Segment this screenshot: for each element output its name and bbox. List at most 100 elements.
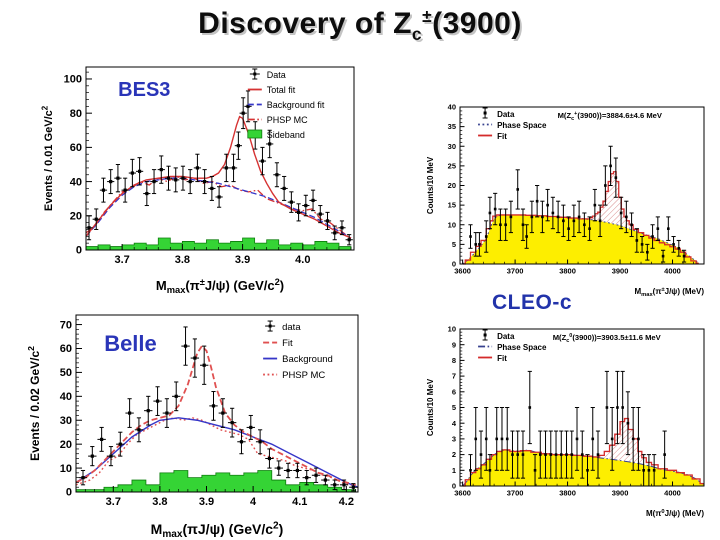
svg-text:5: 5 xyxy=(452,403,456,412)
bes3-y-axis-title: Events / 0.01 GeV/c2 xyxy=(41,105,55,211)
cleo-neutral-chart-panel: 3600 3700 3800 3900 4000 0 1 2 3 4 5 6 7 8 9 10 M(π0J/ψ)… xyxy=(424,321,712,520)
belle-chart-panel: 3.7 3.8 3.9 4 4.1 4.2 0 10 20 30 40 50 60 70 Mmax(πJ/ψ… xyxy=(26,307,364,540)
bes3-x-axis: 3.7 3.8 3.9 4.0 xyxy=(85,244,352,266)
data-points xyxy=(85,90,353,246)
bes3-x-axis-title: Mmax(π±J/ψ) (GeV/c2) xyxy=(156,277,284,294)
svg-text:4.2: 4.2 xyxy=(339,496,354,508)
svg-text:3600: 3600 xyxy=(454,489,471,498)
belle-legend: data Fit Background PHSP MC xyxy=(263,320,333,381)
slide-title: Discovery of Zc±(3900) xyxy=(198,6,522,44)
svg-text:15: 15 xyxy=(448,201,456,210)
svg-text:3700: 3700 xyxy=(507,267,524,276)
signal-hatch xyxy=(596,418,647,464)
svg-text:0: 0 xyxy=(452,260,456,269)
svg-text:8: 8 xyxy=(452,356,456,365)
bes3-chart-panel: 3.7 3.8 3.9 4.0 0 20 40 60 80 100 Mmax(π±J/ψ) (GeV… xyxy=(40,57,362,295)
cleo-charged-x-axis: 3600 3700 3800 3900 4000 xyxy=(454,259,705,276)
svg-text:Data: Data xyxy=(497,110,515,119)
cleo-charged-svg: 3600 3700 3800 3900 4000 0 5 10 15 20 25 30 35 40 Mmax… xyxy=(426,103,705,298)
svg-text:70: 70 xyxy=(60,319,72,331)
svg-text:Fit: Fit xyxy=(497,354,507,363)
svg-text:40: 40 xyxy=(60,391,72,403)
bes3-frame xyxy=(85,66,355,251)
cleo-neutral-y-axis: 0 1 2 3 4 5 6 7 8 9 10 xyxy=(448,325,465,491)
cleo-neutral-y-axis-title: Counts/10 MeV xyxy=(426,378,435,436)
cleo-charged-y-axis: 0 5 10 15 20 25 30 35 40 xyxy=(448,103,465,269)
svg-text:20: 20 xyxy=(448,181,456,190)
total-fit xyxy=(85,115,352,239)
svg-text:40: 40 xyxy=(70,176,82,188)
bes3-experiment-label: BES3 xyxy=(118,79,170,101)
svg-text:4.1: 4.1 xyxy=(292,496,307,508)
cleo-charged-y-axis-title: Counts/10 MeV xyxy=(426,156,435,214)
svg-text:3600: 3600 xyxy=(454,267,471,276)
svg-text:3800: 3800 xyxy=(559,489,576,498)
svg-text:2: 2 xyxy=(452,450,456,459)
data-points xyxy=(468,145,687,263)
svg-text:Fit: Fit xyxy=(282,338,293,349)
cleo-charged-mass-annotation: M(Zc+(3900))=3884.6±4.6 MeV xyxy=(558,111,663,122)
svg-text:3.8: 3.8 xyxy=(152,496,167,508)
svg-text:4000: 4000 xyxy=(664,267,681,276)
data-points xyxy=(78,326,358,492)
svg-text:3800: 3800 xyxy=(559,267,576,276)
svg-text:5: 5 xyxy=(452,240,456,249)
svg-text:0: 0 xyxy=(66,487,72,499)
svg-text:PHSP MC: PHSP MC xyxy=(282,370,325,381)
svg-text:4: 4 xyxy=(452,419,457,428)
svg-text:6: 6 xyxy=(452,387,456,396)
bes3-legend: Data Total fit Background fit PHSP MC Sideba… xyxy=(247,68,325,140)
svg-text:80: 80 xyxy=(70,108,82,120)
sideband xyxy=(85,237,352,251)
svg-text:4: 4 xyxy=(250,496,257,508)
svg-text:data: data xyxy=(282,322,301,333)
cleo-c-label: CLEO-c xyxy=(492,291,573,314)
svg-text:3900: 3900 xyxy=(612,489,629,498)
svg-text:10: 10 xyxy=(60,463,72,475)
svg-text:0: 0 xyxy=(76,245,82,257)
bes3-series xyxy=(85,90,353,251)
svg-text:7: 7 xyxy=(452,372,456,381)
cleo-neutral-series xyxy=(462,370,705,487)
bes3-svg: 3.7 3.8 3.9 4.0 0 20 40 60 80 100 Mmax(π±J/ψ) (GeV… xyxy=(41,66,355,295)
svg-text:60: 60 xyxy=(70,142,82,154)
svg-text:PHSP MC: PHSP MC xyxy=(267,115,308,125)
signal-hatch xyxy=(588,171,644,234)
svg-text:10: 10 xyxy=(448,220,456,229)
svg-text:3.7: 3.7 xyxy=(114,254,129,266)
svg-text:Phase Space: Phase Space xyxy=(497,121,547,130)
belle-y-axis: 0 10 20 30 40 50 60 70 xyxy=(60,314,82,499)
cleo-neutral-mass-annotation: M(Zc0(3900))=3903.5±11.6 MeV xyxy=(553,333,662,344)
svg-text:Data: Data xyxy=(497,332,515,341)
svg-text:30: 30 xyxy=(60,415,72,427)
svg-text:40: 40 xyxy=(448,103,456,112)
cleo-charged-chart-panel: 3600 3700 3800 3900 4000 0 5 10 15 20 25 30 35 40 Mmax… xyxy=(424,99,712,298)
belle-frame xyxy=(75,314,359,493)
phase-space-area xyxy=(462,214,699,264)
svg-text:Phase Space: Phase Space xyxy=(497,343,547,352)
cleo-charged-x-axis-title: Mmax(π±J/ψ) (MeV) xyxy=(634,287,704,298)
background-fit xyxy=(85,177,352,239)
svg-text:3: 3 xyxy=(452,434,456,443)
svg-text:20: 20 xyxy=(60,439,72,451)
svg-text:Total fit: Total fit xyxy=(267,85,296,95)
belle-series xyxy=(75,326,359,493)
svg-text:10: 10 xyxy=(448,325,456,334)
svg-text:Data: Data xyxy=(267,70,286,80)
cleo-neutral-x-axis: 3600 3700 3800 3900 4000 xyxy=(454,481,705,498)
sideband xyxy=(75,470,357,493)
svg-text:Sideband: Sideband xyxy=(267,130,305,140)
svg-text:3700: 3700 xyxy=(507,489,524,498)
svg-text:60: 60 xyxy=(60,343,72,355)
svg-text:1: 1 xyxy=(452,466,456,475)
svg-text:3.9: 3.9 xyxy=(235,254,250,266)
svg-text:35: 35 xyxy=(448,122,456,131)
cleo-neutral-legend: Data Phase Space Fit xyxy=(478,329,547,363)
svg-text:20: 20 xyxy=(70,211,82,223)
phsp-mc xyxy=(75,417,359,488)
svg-text:3900: 3900 xyxy=(612,267,629,276)
belle-x-axis-title: Mmax(πJ/ψ) (GeV/c2) xyxy=(151,520,284,538)
svg-text:0: 0 xyxy=(452,482,456,491)
svg-text:30: 30 xyxy=(448,142,456,151)
